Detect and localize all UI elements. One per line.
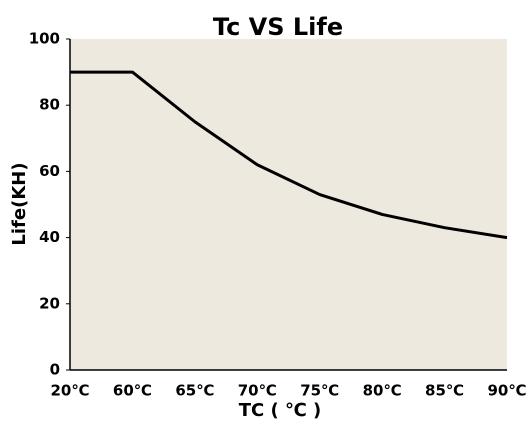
x-tick-label: 75℃: [300, 382, 339, 400]
y-tick-label: 40: [39, 228, 60, 246]
y-axis-label: Life(KH): [9, 162, 30, 245]
x-tick-label: 70℃: [238, 382, 277, 400]
x-tick-label: 90℃: [487, 382, 526, 400]
y-tick-label: 80: [39, 96, 60, 114]
y-tick-label: 20: [39, 294, 60, 312]
x-tick-label: 65℃: [175, 382, 214, 400]
y-tick-label: 100: [29, 30, 60, 48]
x-tick-label: 80℃: [363, 382, 402, 400]
x-tick-label: 20℃: [50, 382, 89, 400]
x-tick-label: 60℃: [113, 382, 152, 400]
y-tick-label: 60: [39, 162, 60, 180]
x-tick-label: 85℃: [425, 382, 464, 400]
line: [70, 70, 508, 240]
x-axis-label: TC ( ℃ ): [239, 400, 322, 421]
chart-title: Tc VS Life: [213, 13, 343, 41]
y-tick-label: 0: [50, 361, 60, 379]
plot-area: [70, 39, 507, 370]
